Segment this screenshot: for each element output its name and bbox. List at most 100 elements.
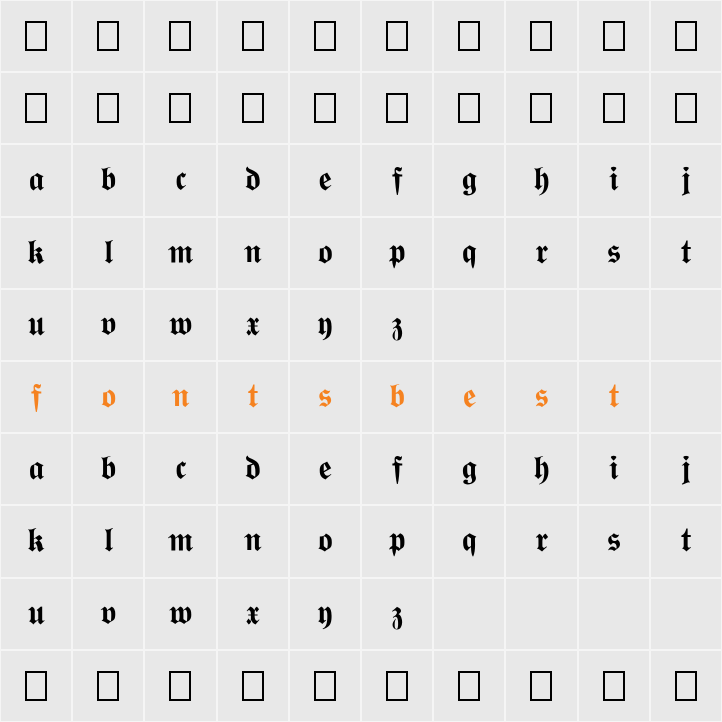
glyph-cell: 𝖊 [289,433,361,505]
placeholder-glyph [603,93,625,123]
glyph: 𝖏 [681,450,691,488]
glyph-cell [505,72,577,144]
glyph: 𝖑 [103,234,113,272]
glyph-cell [217,72,289,144]
glyph-cell [361,72,433,144]
glyph: 𝖋 [30,378,42,416]
glyph: 𝖞 [317,595,332,633]
glyph-cell: 𝖙 [578,361,650,433]
glyph-cell [217,650,289,722]
glyph: 𝖗 [535,234,548,272]
glyph-cell: 𝖏 [650,433,722,505]
glyph-cell: 𝖎 [578,433,650,505]
glyph-cell: 𝖋 [361,144,433,216]
glyph: 𝖇 [100,450,117,488]
glyph-cell: 𝖘 [578,505,650,577]
glyph: 𝖆 [28,450,44,488]
glyph-cell: 𝖈 [144,144,216,216]
glyph-cell: 𝖓 [144,361,216,433]
glyph-cell [72,72,144,144]
glyph: 𝖉 [244,450,261,488]
glyph-cell [578,0,650,72]
glyph-cell: 𝖛 [72,289,144,361]
glyph: 𝖐 [27,234,46,272]
glyph-cell [578,289,650,361]
glyph: 𝖔 [101,378,116,416]
glyph: 𝖖 [461,234,477,272]
glyph: 𝖙 [681,522,691,560]
glyph-cell: 𝖞 [289,289,361,361]
glyph: 𝖋 [391,450,403,488]
glyph-cell: 𝖐 [0,217,72,289]
glyph: 𝖈 [175,450,187,488]
glyph-cell [0,0,72,72]
glyph: 𝖔 [317,522,332,560]
glyph-cell [650,72,722,144]
glyph: 𝖕 [388,522,406,560]
glyph-cell [217,0,289,72]
glyph: 𝖜 [168,595,192,633]
glyph: 𝖋 [391,161,403,199]
glyph-cell: 𝖖 [433,217,505,289]
glyph-cell [650,361,722,433]
glyph-cell: 𝖞 [289,578,361,650]
placeholder-glyph [675,21,697,51]
glyph-cell: 𝖛 [72,578,144,650]
glyph-cell [505,578,577,650]
glyph: 𝖙 [608,378,618,416]
glyph-cell: 𝖖 [433,505,505,577]
placeholder-glyph [530,671,552,701]
glyph: 𝖚 [28,595,45,633]
glyph: 𝖎 [609,450,619,488]
glyph-cell: 𝖓 [217,217,289,289]
placeholder-glyph [386,21,408,51]
placeholder-glyph [314,93,336,123]
placeholder-glyph [603,671,625,701]
glyph-cell [361,650,433,722]
glyph-cell: 𝖒 [144,217,216,289]
glyph-cell: 𝖙 [217,361,289,433]
glyph-cell [72,0,144,72]
glyph-cell: 𝖋 [0,361,72,433]
glyph-cell [0,650,72,722]
placeholder-glyph [458,671,480,701]
placeholder-glyph [25,21,47,51]
placeholder-glyph [169,93,191,123]
glyph: 𝖉 [244,161,261,199]
glyph: 𝖕 [388,234,406,272]
placeholder-glyph [97,21,119,51]
glyph-cell [650,289,722,361]
glyph: 𝖘 [534,378,549,416]
glyph-cell: 𝖔 [289,505,361,577]
placeholder-glyph [386,93,408,123]
placeholder-glyph [25,93,47,123]
glyph: 𝖇 [100,161,117,199]
glyph: 𝖒 [167,234,194,272]
glyph: 𝖍 [533,450,550,488]
glyph-cell: 𝖊 [433,361,505,433]
placeholder-glyph [97,671,119,701]
glyph: 𝖍 [533,161,550,199]
glyph: 𝖓 [172,378,190,416]
glyph-cell: 𝖗 [505,217,577,289]
glyph: 𝖟 [391,595,403,633]
glyph-cell [289,0,361,72]
glyph: 𝖓 [244,522,262,560]
glyph: 𝖞 [317,306,332,344]
glyph-cell [433,289,505,361]
glyph-cell [0,72,72,144]
glyph-cell: 𝖇 [361,361,433,433]
glyph-grid: 𝖆𝖇𝖈𝖉𝖊𝖋𝖌𝖍𝖎𝖏𝖐𝖑𝖒𝖓𝖔𝖕𝖖𝖗𝖘𝖙𝖚𝖛𝖜𝖝𝖞𝖟𝖋𝖔𝖓𝖙𝖘𝖇𝖊𝖘𝖙𝖆𝖇𝖈𝖉𝖊… [0,0,722,722]
glyph-cell [144,650,216,722]
glyph: 𝖊 [318,450,331,488]
glyph-cell: 𝖙 [650,505,722,577]
glyph-cell: 𝖘 [578,217,650,289]
glyph: 𝖚 [28,306,45,344]
glyph-cell [578,72,650,144]
glyph-cell: 𝖚 [0,578,72,650]
glyph: 𝖝 [246,595,260,633]
placeholder-glyph [530,93,552,123]
glyph: 𝖝 [246,306,260,344]
glyph-cell: 𝖏 [650,144,722,216]
glyph: 𝖊 [463,378,476,416]
